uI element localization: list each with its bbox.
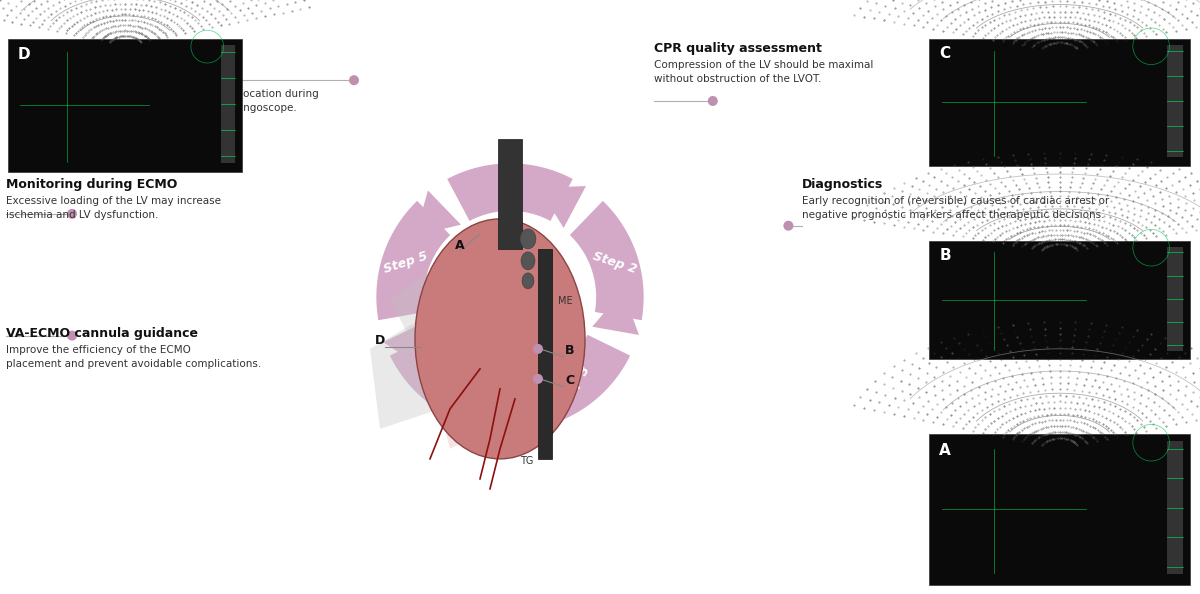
Text: B: B [940, 248, 950, 263]
Text: Step 3: Step 3 [556, 364, 593, 408]
Circle shape [67, 209, 77, 219]
Bar [929, 241, 1190, 359]
Polygon shape [570, 201, 643, 320]
Polygon shape [390, 335, 498, 429]
Circle shape [67, 331, 77, 340]
Polygon shape [390, 224, 520, 339]
Text: ME: ME [558, 296, 572, 306]
Text: C: C [940, 46, 950, 61]
Text: Compression of the LV should be maximal
without obstruction of the LVOT.: Compression of the LV should be maximal … [654, 59, 874, 84]
Text: Step 1: Step 1 [504, 165, 516, 210]
Polygon shape [508, 384, 551, 431]
Bar [1166, 441, 1182, 574]
Polygon shape [448, 163, 572, 221]
Bar [221, 45, 235, 163]
Text: Step 5: Step 5 [382, 250, 430, 276]
Text: Preparation: Preparation [66, 71, 149, 84]
Text: D: D [18, 47, 30, 62]
Text: Excessive loading of the LV may increase
ischemia and LV dysfunction.: Excessive loading of the LV may increase… [6, 196, 221, 220]
Polygon shape [415, 191, 461, 236]
Text: CPR quality assessment: CPR quality assessment [654, 42, 822, 55]
Bar [929, 434, 1190, 585]
Circle shape [784, 221, 793, 230]
Text: Step 4: Step 4 [427, 364, 464, 408]
Ellipse shape [415, 219, 586, 459]
Text: D: D [374, 334, 385, 347]
Text: A: A [455, 239, 464, 252]
Ellipse shape [520, 229, 536, 249]
Text: Step 2: Step 2 [590, 250, 638, 276]
Bar [929, 39, 1190, 166]
Text: A: A [940, 443, 952, 458]
Circle shape [533, 344, 542, 354]
Text: VA-ECMO cannula guidance: VA-ECMO cannula guidance [6, 327, 198, 340]
Text: C: C [565, 374, 574, 387]
Polygon shape [370, 279, 500, 429]
Bar [498, 139, 522, 249]
Polygon shape [377, 201, 450, 320]
Circle shape [349, 75, 359, 85]
Circle shape [708, 96, 718, 106]
Text: Improve the efficiency of the ECMO
placement and prevent avoidable complications: Improve the efficiency of the ECMO place… [6, 345, 262, 369]
Ellipse shape [521, 252, 535, 270]
Polygon shape [430, 299, 550, 449]
Polygon shape [383, 321, 426, 368]
Bar [1166, 45, 1182, 157]
Text: Diagnostics: Diagnostics [802, 178, 883, 191]
Ellipse shape [522, 273, 534, 289]
Bar [1166, 247, 1182, 351]
Bar [538, 249, 552, 459]
Polygon shape [539, 186, 586, 228]
Circle shape [533, 374, 542, 384]
Text: Monitoring during ECMO: Monitoring during ECMO [6, 178, 178, 191]
Text: Prevent mucosa injuries or ET dislocation during
probe introduction by using a l: Prevent mucosa injuries or ET dislocatio… [66, 89, 319, 113]
Text: Early recognition of (reversible) causes of cardiac arrest or
negative prognosti: Early recognition of (reversible) causes… [802, 196, 1109, 220]
Polygon shape [522, 335, 630, 429]
Bar [8, 39, 242, 172]
Text: TG: TG [520, 456, 533, 466]
Polygon shape [593, 291, 640, 335]
Text: B: B [565, 344, 575, 357]
